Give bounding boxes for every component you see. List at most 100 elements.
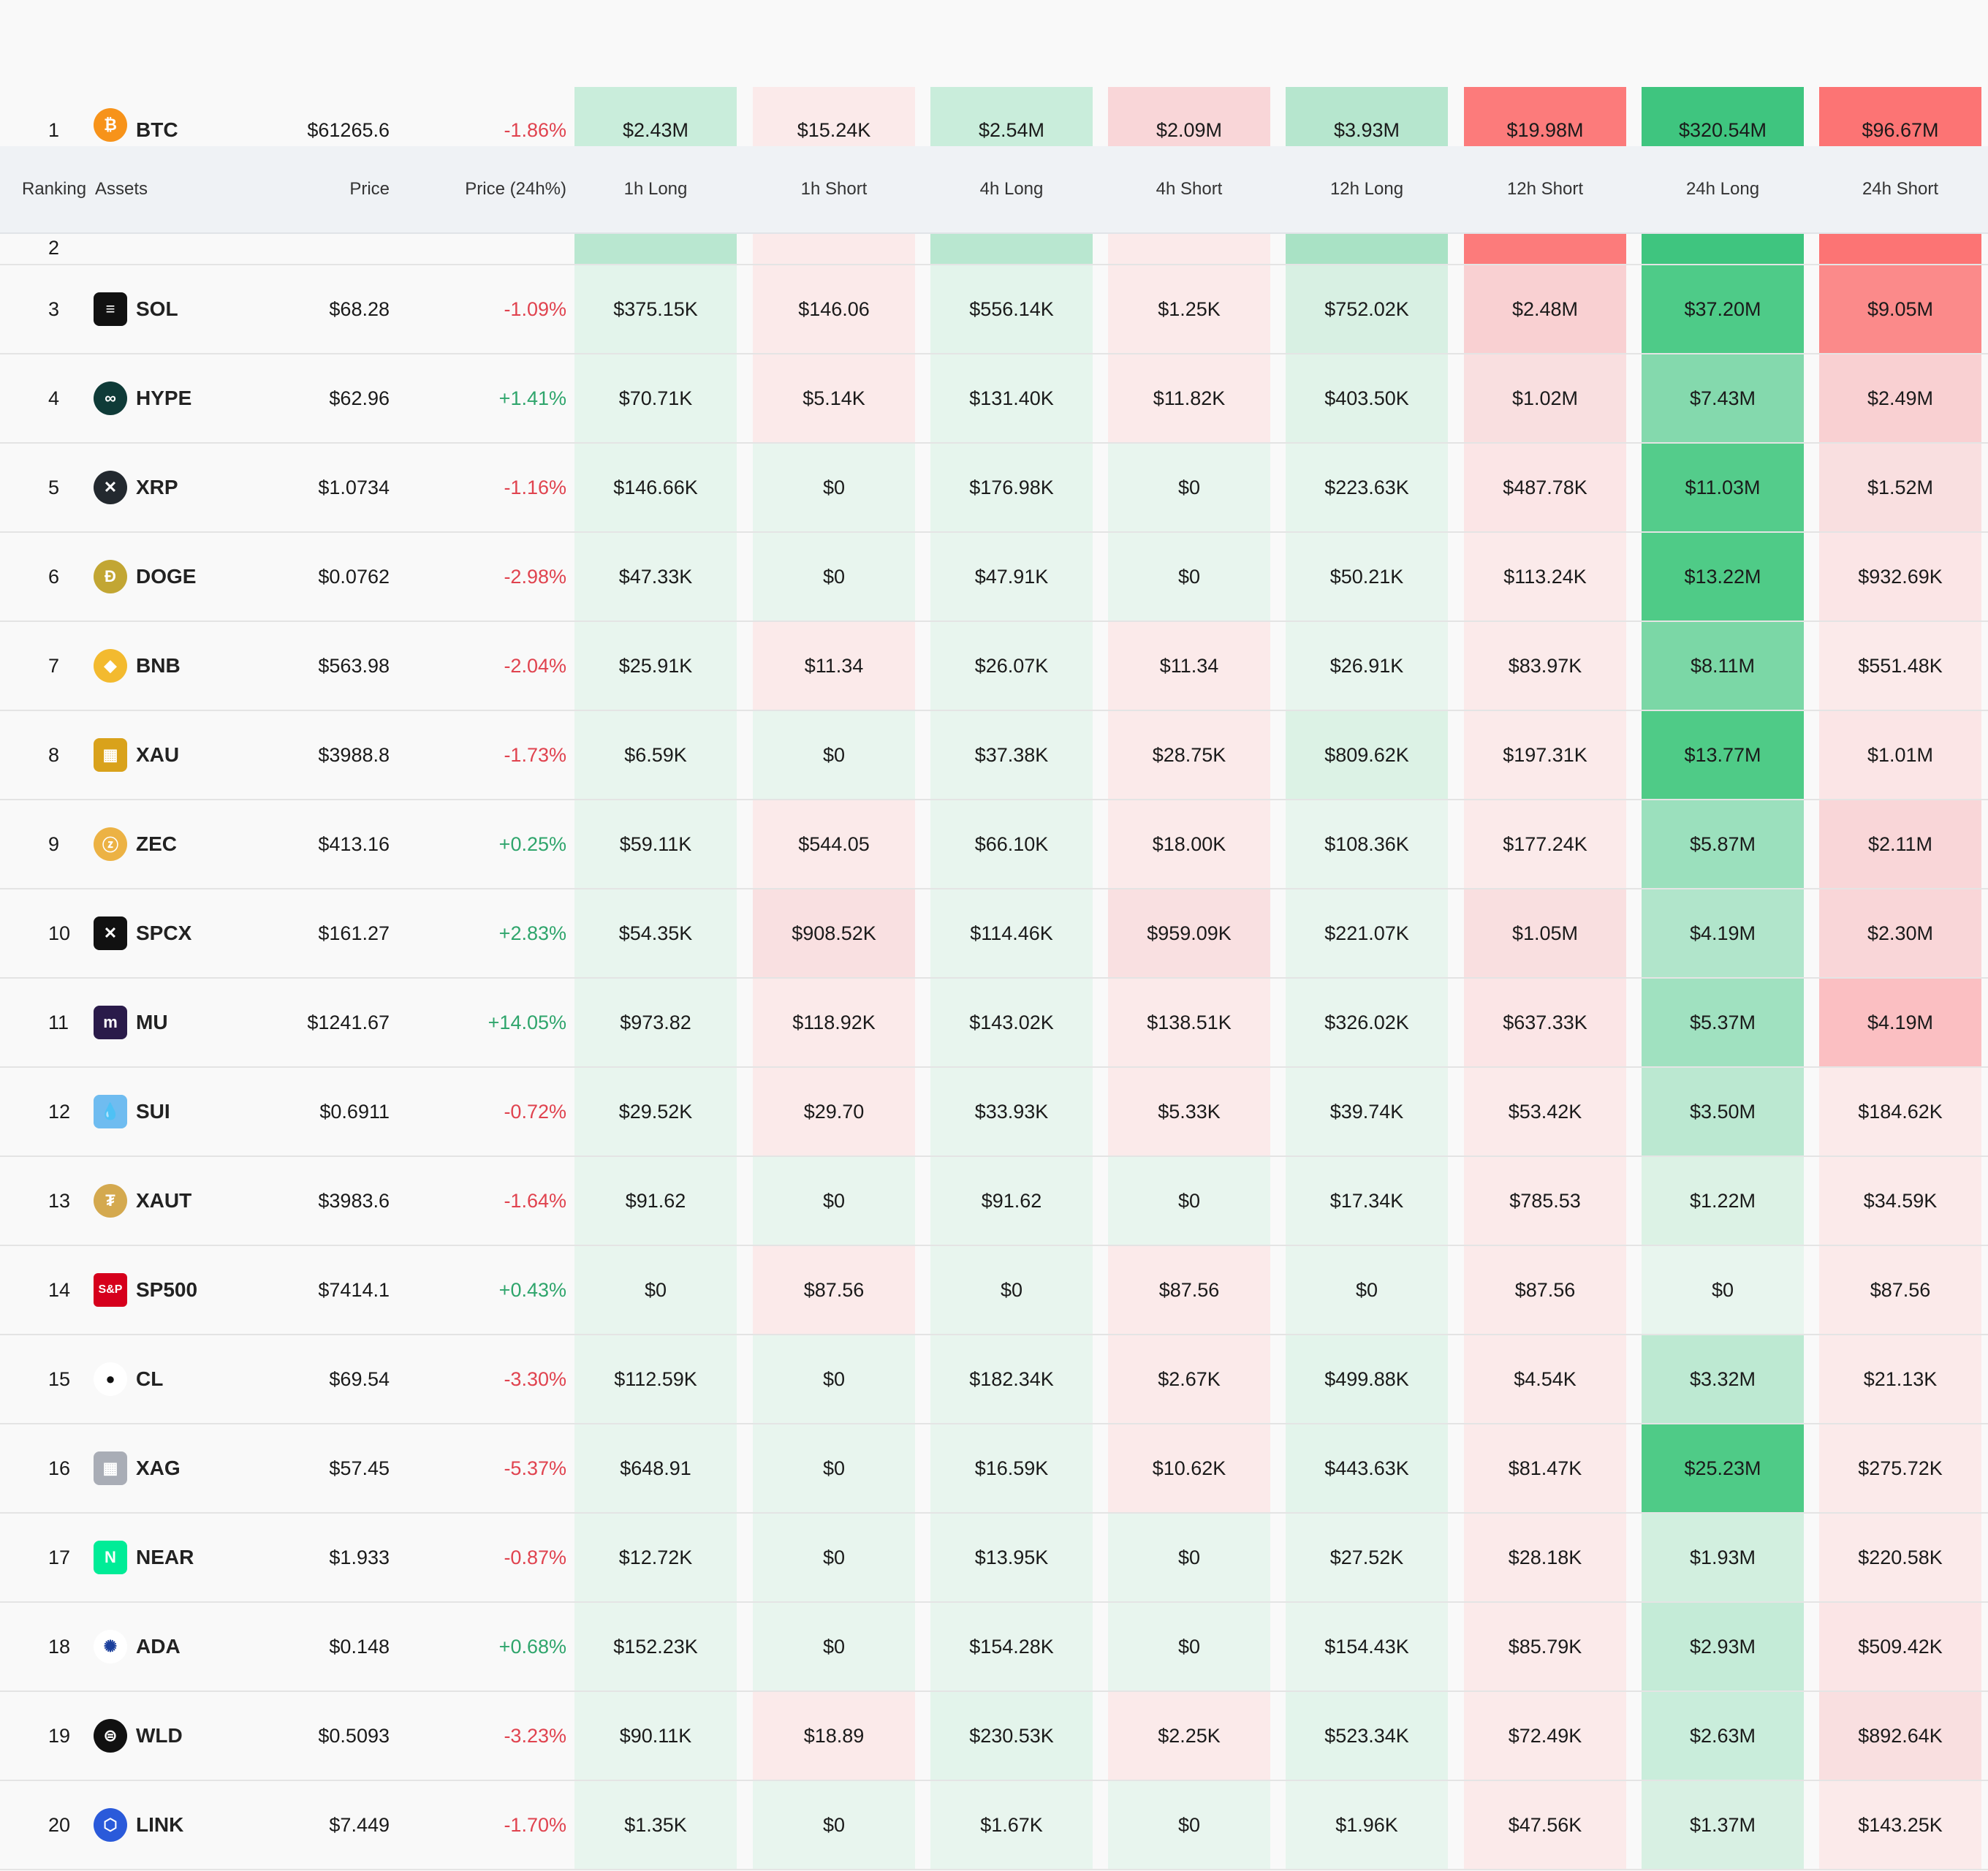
cell-24h-long: $2.93M — [1642, 1603, 1804, 1690]
near-icon: N — [94, 1541, 127, 1574]
header-4h-short[interactable]: 4h Short — [1156, 179, 1223, 199]
header-assets[interactable]: Assets — [95, 179, 148, 199]
cell-4h-long: $143.02K — [930, 979, 1093, 1066]
price: $3988.8 — [318, 743, 390, 766]
table-row[interactable]: $112.59K $0 $182.34K $2.67K $499.88K $4.54K $3… — [0, 1335, 1988, 1424]
header-24h-short[interactable]: 24h Short — [1862, 179, 1939, 199]
asset[interactable]: ⊜ WLD — [94, 1692, 284, 1780]
cell-4h-long: $16.59K — [930, 1424, 1093, 1512]
hyperliquid-icon: ∞ — [94, 382, 127, 415]
cell-1h-long: $6.59K — [574, 711, 737, 799]
asset[interactable]: ◆ BNB — [94, 622, 284, 710]
price: $3983.6 — [318, 1189, 390, 1212]
asset[interactable]: ✺ ADA — [94, 1603, 284, 1690]
table-row[interactable]: $0 $87.56 $0 $87.56 $0 $87.56 $0 $87.56 14 S&P SP5… — [0, 1246, 1988, 1335]
cell-1h-short: $146.06 — [753, 265, 915, 353]
cell-4h-short: $2.25K — [1108, 1692, 1270, 1780]
asset-symbol: MU — [136, 1011, 168, 1033]
header-ranking[interactable]: Ranking — [22, 179, 87, 199]
table-row[interactable]: $12.72K $0 $13.95K $0 $27.52K $28.18K $1.93M $2… — [0, 1514, 1988, 1603]
asset[interactable]: N NEAR — [94, 1514, 284, 1601]
asset[interactable]: Ð DOGE — [94, 533, 284, 620]
asset[interactable]: ● CL — [94, 1335, 284, 1423]
table-row[interactable]: $146.66K $0 $176.98K $0 $223.63K $487.78K $11.… — [0, 444, 1988, 533]
header-24h-long[interactable]: 24h Long — [1685, 179, 1760, 199]
header-price[interactable]: Price — [349, 179, 390, 199]
asset[interactable]: ▦ XAU — [94, 711, 284, 799]
cell-24h-long: $25.23M — [1642, 1424, 1804, 1512]
cell-4h-short: $0 — [1108, 1781, 1270, 1869]
asset-symbol: XRP — [136, 476, 178, 498]
rank: 7 — [48, 654, 60, 677]
cell-24h-short: $275.72K — [1819, 1424, 1981, 1512]
price-change: -1.73% — [504, 743, 566, 766]
header-1h-short[interactable]: 1h Short — [800, 179, 868, 199]
asset[interactable]: S&P SP500 — [94, 1246, 284, 1334]
table-row[interactable]: $375.15K $146.06 $556.14K $1.25K $752.02K $2.… — [0, 265, 1988, 354]
asset[interactable]: ∞ HYPE — [94, 354, 284, 442]
price-change: -2.98% — [504, 565, 566, 588]
cell-4h-short: $11.82K — [1108, 354, 1270, 442]
table-row[interactable]: $70.71K $5.14K $131.40K $11.82K $403.50K $1.0… — [0, 354, 1988, 444]
header-12h-long[interactable]: 12h Long — [1329, 179, 1404, 199]
price-change: -3.30% — [504, 1367, 566, 1390]
cell-4h-long: $131.40K — [930, 354, 1093, 442]
asset[interactable]: ▦ XAG — [94, 1424, 284, 1512]
table-row[interactable]: $1.35K $0 $1.67K $0 $1.96K $47.56K $1.37M $143.… — [0, 1781, 1988, 1870]
asset[interactable]: ⓩ ZEC — [94, 800, 284, 888]
cell-24h-long: $7.43M — [1642, 354, 1804, 442]
table-row[interactable]: $90.11K $18.89 $230.53K $2.25K $523.34K $72.4… — [0, 1692, 1988, 1781]
asset[interactable]: m MU — [94, 979, 284, 1066]
price: $61265.6 — [307, 119, 390, 141]
cell-4h-short: $10.62K — [1108, 1424, 1270, 1512]
table-row[interactable]: $152.23K $0 $154.28K $0 $154.43K $85.79K $2.93… — [0, 1603, 1988, 1692]
asset[interactable]: ⬡ LINK — [94, 1781, 284, 1869]
cell-24h-short: $551.48K — [1819, 622, 1981, 710]
asset[interactable]: 💧 SUI — [94, 1068, 284, 1155]
table-row[interactable]: $91.62 $0 $91.62 $0 $17.34K $785.53 $1.22M $34.… — [0, 1157, 1988, 1246]
rank: 11 — [48, 1011, 69, 1033]
table-row[interactable]: $973.82 $118.92K $143.02K $138.51K $326.02K $… — [0, 979, 1988, 1068]
cell-4h-short: $2.67K — [1108, 1335, 1270, 1423]
cell-4h-short: $18.00K — [1108, 800, 1270, 888]
asset[interactable]: ≡ SOL — [94, 265, 284, 353]
asset-symbol: ADA — [136, 1635, 181, 1658]
cell-4h-long: $2.54M — [930, 87, 1093, 146]
cell-1h-long: $70.71K — [574, 354, 737, 442]
cell-24h-short: $932.69K — [1819, 533, 1981, 620]
table-row[interactable]: $25.91K $11.34 $26.07K $11.34 $26.91K $83.97K… — [0, 622, 1988, 711]
cell-12h-short — [1464, 232, 1626, 264]
asset[interactable]: ₿ BTC — [94, 87, 284, 146]
table-row[interactable]: $54.35K $908.52K $114.46K $959.09K $221.07K $… — [0, 889, 1988, 979]
header-1h-long[interactable]: 1h Long — [623, 179, 688, 199]
asset[interactable]: ✕ SPCX — [94, 889, 284, 977]
header-12h-short[interactable]: 12h Short — [1506, 179, 1584, 199]
table-row[interactable]: 2 — [0, 232, 1988, 265]
asset[interactable] — [94, 232, 284, 264]
price: $62.96 — [329, 387, 390, 409]
rank: 18 — [48, 1635, 71, 1658]
cell-1h-short: $15.24K — [753, 87, 915, 146]
rank: 1 — [48, 119, 60, 141]
price-change: -1.86% — [504, 119, 566, 141]
table-row[interactable]: $6.59K $0 $37.38K $28.75K $809.62K $197.31K $1… — [0, 711, 1988, 800]
cell-1h-short: $0 — [753, 1781, 915, 1869]
cell-1h-long: $47.33K — [574, 533, 737, 620]
cell-24h-short: $87.56 — [1819, 1246, 1981, 1334]
cell-1h-short: $0 — [753, 711, 915, 799]
asset[interactable]: ₮ XAUT — [94, 1157, 284, 1245]
table-row[interactable]: $59.11K $544.05 $66.10K $18.00K $108.36K $177… — [0, 800, 1988, 889]
header-change[interactable]: Price (24h%) — [465, 179, 566, 199]
cell-12h-short: $113.24K — [1464, 533, 1626, 620]
cell-12h-short: $197.31K — [1464, 711, 1626, 799]
asset[interactable]: ✕ XRP — [94, 444, 284, 531]
table-row[interactable]: $47.33K $0 $47.91K $0 $50.21K $113.24K $13.22M… — [0, 533, 1988, 622]
table-row[interactable]: $648.91 $0 $16.59K $10.62K $443.63K $81.47K $2… — [0, 1424, 1988, 1514]
header-4h-long[interactable]: 4h Long — [979, 179, 1044, 199]
cell-12h-short: $1.05M — [1464, 889, 1626, 977]
cell-1h-short: $5.14K — [753, 354, 915, 442]
asset-symbol: SUI — [136, 1100, 170, 1123]
cell-1h-short: $544.05 — [753, 800, 915, 888]
table-row[interactable]: $2.43M $15.24K $2.54M $2.09M $3.93M $19.98M $3… — [0, 87, 1988, 146]
table-row[interactable]: $29.52K $29.70 $33.93K $5.33K $39.74K $53.42K… — [0, 1068, 1988, 1157]
